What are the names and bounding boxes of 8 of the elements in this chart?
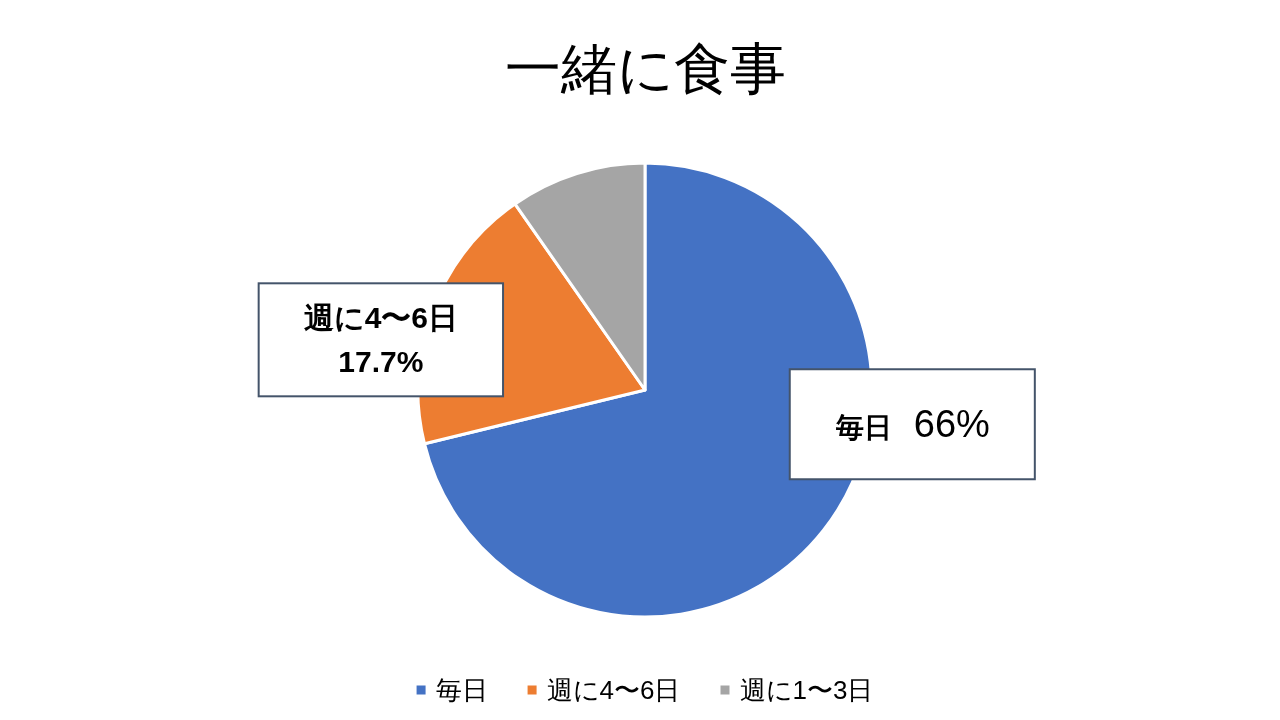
legend-label: 毎日 xyxy=(435,675,488,706)
data-label: 66% xyxy=(913,403,990,446)
slice-label: 週に4〜6日 xyxy=(303,301,459,335)
chart-title: 一緒に食事 xyxy=(504,37,786,100)
slice-label: 毎日 xyxy=(834,412,892,444)
legend-label: 週に1〜3日 xyxy=(739,675,874,706)
legend-label: 週に4〜6日 xyxy=(546,675,681,706)
data-label: 17.7% xyxy=(338,345,424,379)
